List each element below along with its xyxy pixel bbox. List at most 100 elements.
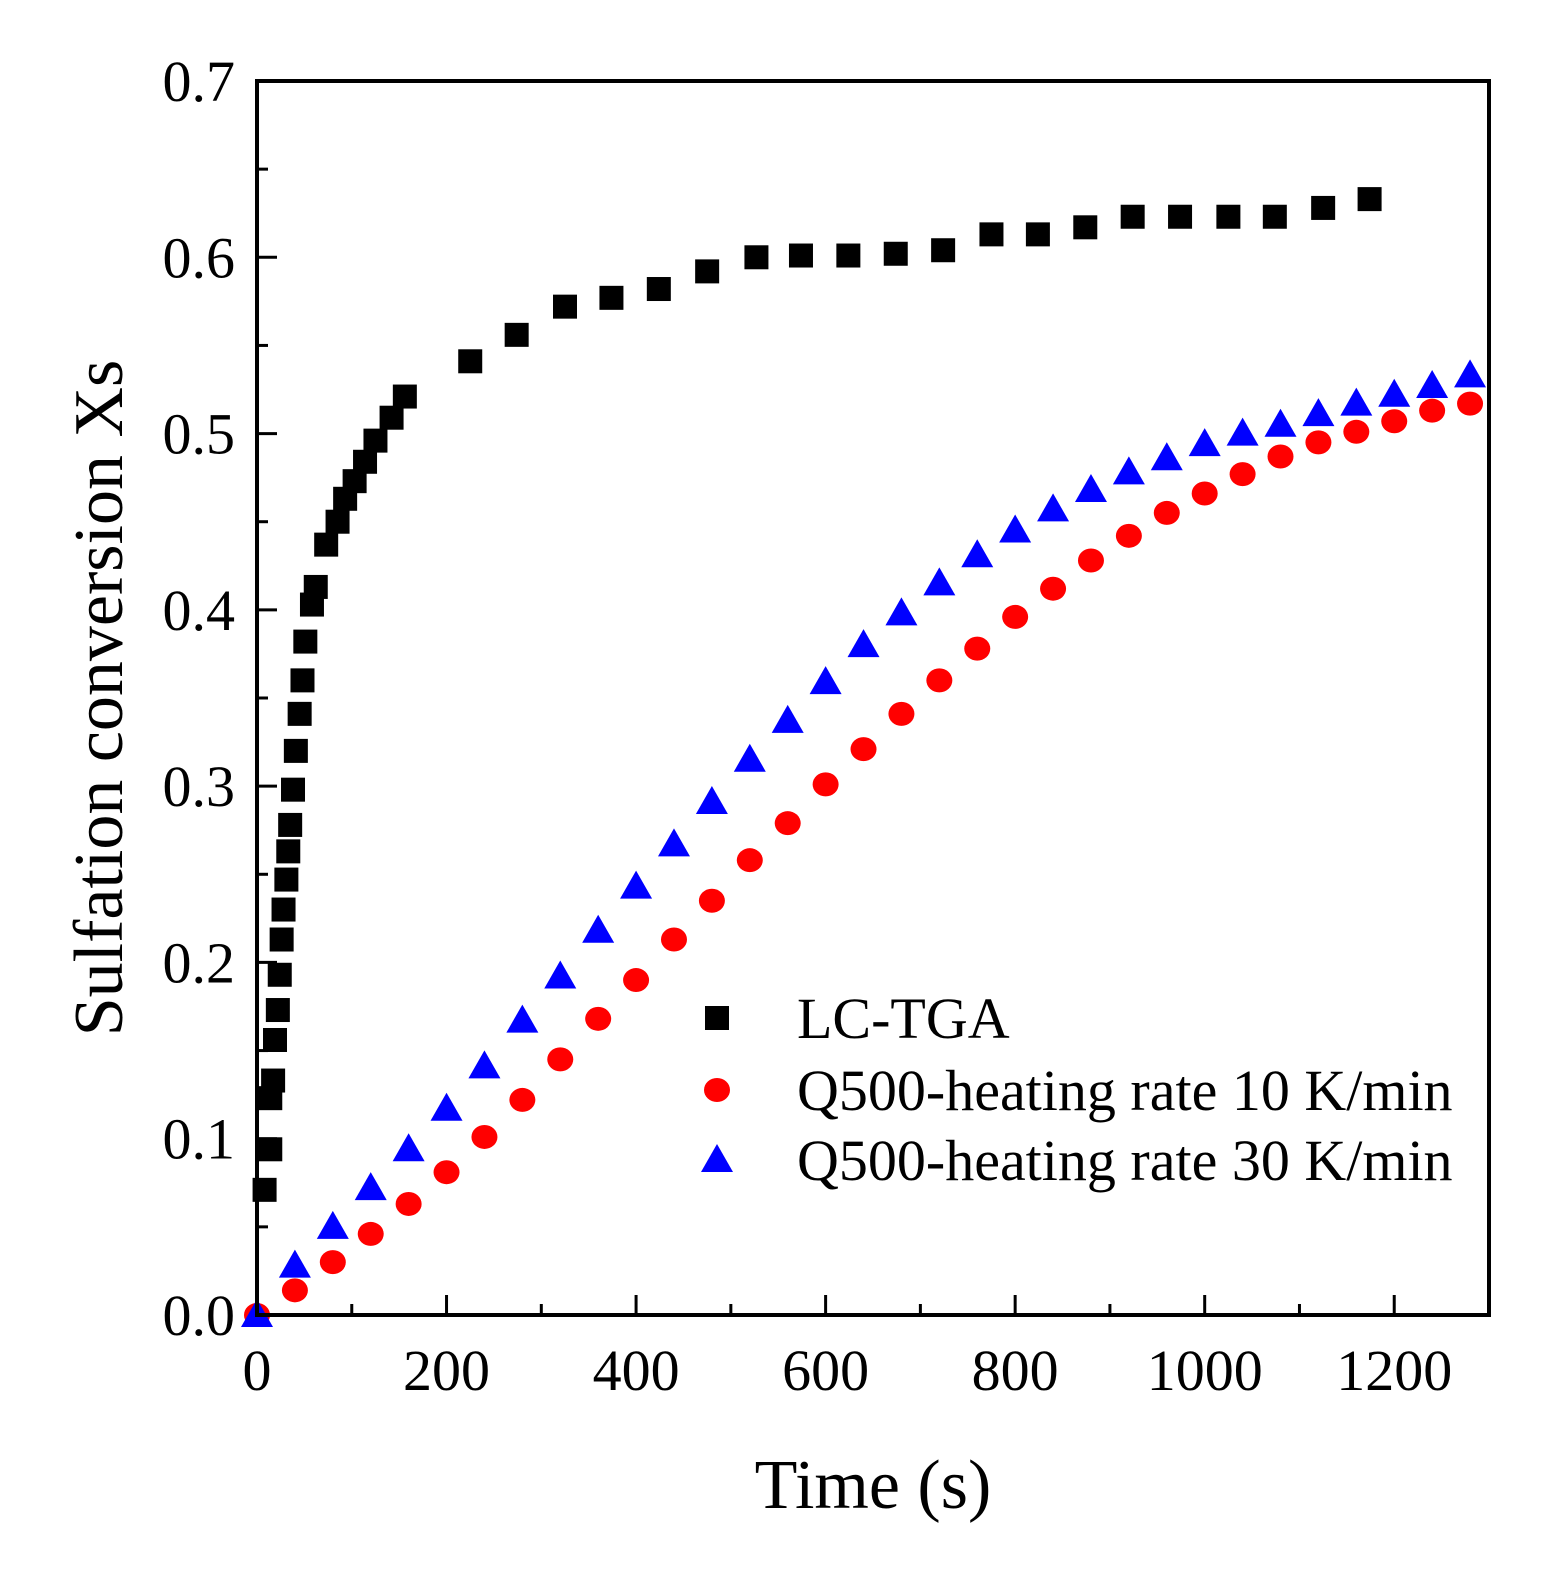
point-series-1 [547, 1047, 574, 1072]
point-series-0 [258, 1137, 283, 1162]
y-tick-label: 0.1 [163, 1107, 236, 1172]
point-series-0 [267, 962, 292, 987]
point-series-0 [353, 449, 378, 474]
point-series-0 [458, 349, 483, 374]
point-series-2 [1150, 442, 1183, 471]
point-series-0 [363, 428, 388, 453]
point-series-1 [850, 737, 877, 762]
axis-ticks: 0 200 400 600 800 1000 1200 0.0 0.1 0.2 0.3 0.4 0.5 0… [163, 49, 1491, 1403]
point-series-1 [774, 811, 801, 836]
point-series-1 [585, 1006, 612, 1031]
point-series-1 [660, 927, 687, 952]
point-series-2 [1226, 417, 1259, 446]
x-tick-label: 600 [782, 1338, 869, 1403]
point-series-2 [354, 1172, 387, 1201]
legend-label: Q500-heating rate 10 K/min [797, 1058, 1453, 1123]
point-series-1 [1002, 604, 1029, 629]
point-series-1 [1457, 391, 1484, 416]
point-series-0 [281, 777, 306, 802]
point-series-0 [836, 243, 861, 268]
y-tick-label: 0.3 [163, 754, 236, 819]
point-series-2 [923, 567, 956, 596]
y-axis-label: Sulfation conversion Xs [61, 360, 138, 1037]
x-tick-label: 200 [403, 1338, 490, 1403]
point-series-0 [269, 927, 294, 952]
point-series-2 [1302, 398, 1335, 427]
point-series-0 [263, 1027, 288, 1052]
point-series-2 [544, 960, 577, 989]
x-axis-label: Time (s) [755, 1447, 992, 1524]
y-tick-label: 0.6 [163, 225, 236, 290]
point-series-1 [736, 848, 763, 873]
point-series-2 [657, 828, 690, 857]
point-series-2 [885, 597, 918, 626]
point-series-1 [1343, 419, 1370, 444]
point-series-2 [506, 1004, 539, 1033]
point-series-0 [1357, 187, 1382, 212]
point-series-2 [1037, 493, 1070, 522]
point-series-2 [1454, 359, 1487, 388]
point-series-0 [599, 285, 624, 310]
point-series-0 [379, 405, 404, 430]
point-series-1 [509, 1087, 536, 1112]
point-series-0 [744, 245, 769, 270]
point-series-0 [646, 277, 671, 302]
point-series-1 [812, 772, 839, 797]
x-tick-label: 0 [243, 1338, 272, 1403]
legend-marker-1 [704, 1078, 730, 1102]
point-series-0 [293, 629, 318, 654]
point-series-0 [274, 867, 299, 892]
point-series-2 [771, 704, 804, 733]
x-tick-label: 1000 [1147, 1338, 1263, 1403]
point-series-1 [888, 701, 915, 726]
point-series-1 [1381, 409, 1408, 434]
point-series-1 [964, 636, 991, 661]
point-series-1 [471, 1124, 498, 1149]
point-series-1 [1267, 444, 1294, 469]
point-series-2 [1378, 378, 1411, 407]
point-series-2 [392, 1133, 425, 1162]
legend-label: LC-TGA [797, 986, 1010, 1051]
point-series-0 [392, 384, 417, 409]
legend-marker-2 [701, 1144, 733, 1172]
point-series-0 [303, 574, 328, 599]
point-series-0 [276, 839, 301, 864]
point-series-0 [283, 738, 308, 763]
point-series-2 [316, 1210, 349, 1239]
point-series-0 [325, 509, 350, 534]
point-series-0 [553, 294, 577, 319]
point-series-1 [1419, 398, 1446, 423]
point-series-0 [278, 812, 303, 837]
point-series-2 [582, 914, 615, 943]
point-series-1 [926, 668, 953, 693]
point-series-0 [695, 259, 720, 284]
point-series-1 [1153, 500, 1180, 525]
point-series-1 [1191, 481, 1218, 506]
x-tick-label: 400 [593, 1338, 680, 1403]
point-series-0 [1120, 204, 1145, 229]
point-series-1 [1040, 576, 1067, 601]
point-series-2 [1264, 408, 1297, 437]
y-tick-label: 0.7 [163, 49, 236, 114]
point-series-2 [620, 870, 653, 899]
data-marks [241, 187, 1487, 1327]
point-series-0 [261, 1068, 286, 1093]
point-series-1 [623, 968, 650, 993]
point-series-2 [961, 539, 994, 568]
point-series-2 [999, 514, 1032, 543]
y-tick-label: 0.4 [163, 578, 236, 643]
point-series-0 [504, 322, 529, 347]
x-tick-label: 800 [972, 1338, 1059, 1403]
point-series-2 [468, 1050, 501, 1079]
legend-marker-0 [705, 1006, 729, 1030]
point-series-2 [1074, 473, 1107, 502]
point-series-2 [1188, 428, 1221, 457]
y-tick-label: 0.5 [163, 402, 236, 467]
point-series-1 [395, 1191, 422, 1216]
legend-label: Q500-heating rate 30 K/min [797, 1128, 1453, 1193]
point-series-2 [695, 786, 728, 815]
point-series-1 [1305, 430, 1332, 455]
point-series-1 [281, 1278, 308, 1303]
point-series-0 [979, 222, 1004, 247]
